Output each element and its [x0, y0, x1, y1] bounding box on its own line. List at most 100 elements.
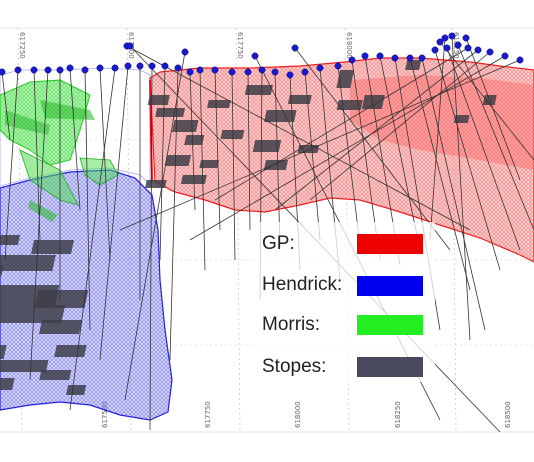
drill-collar — [258, 66, 266, 74]
drillhole-trace — [421, 57, 486, 331]
legend-label-morris: Morris: — [262, 314, 321, 335]
legend-swatch-hendrick — [357, 276, 423, 296]
legend-label-hendrick: Hendrick: — [262, 274, 343, 295]
drillhole-trace — [274, 49, 479, 211]
drill-collar — [56, 66, 64, 74]
stope-block — [336, 70, 355, 88]
drillhole-trace — [337, 65, 361, 246]
drill-collar — [244, 68, 252, 76]
stope-block — [0, 378, 15, 390]
drillhole-trace — [379, 55, 421, 251]
drillhole-trace — [99, 67, 111, 261]
stope-block — [207, 100, 231, 108]
stope-block — [264, 110, 297, 122]
drillhole-trace — [304, 71, 321, 241]
drill-collar — [44, 66, 52, 74]
drill-collar — [443, 44, 451, 52]
top-tick-label: 617750 — [236, 32, 244, 59]
drillhole-trace — [189, 55, 506, 241]
drill-collar — [271, 68, 279, 76]
drill-collar — [0, 68, 6, 76]
bottom-tick-label: 618500 — [504, 401, 512, 428]
stope-block — [54, 345, 87, 357]
drill-collar — [136, 62, 144, 70]
drillhole-trace — [159, 65, 166, 261]
drillhole-trace — [294, 47, 451, 251]
drillhole-trace — [446, 47, 521, 251]
gp-mesh-texture — [150, 58, 534, 262]
drillhole-trace — [451, 35, 471, 341]
legend-label-gp: GP: — [262, 233, 295, 254]
drill-collar — [181, 48, 189, 56]
stope-block — [453, 115, 470, 123]
drill-collar — [431, 46, 439, 54]
drill-collar — [376, 52, 384, 60]
drillhole-trace — [69, 67, 116, 411]
grid-vline — [451, 27, 457, 433]
drill-collar — [126, 42, 134, 50]
stope-block — [164, 155, 192, 166]
bottom-tick-label: 618000 — [294, 401, 302, 428]
drill-collar — [291, 44, 299, 52]
drill-collar — [316, 64, 324, 72]
legend-label-stopes: Stopes: — [262, 356, 327, 377]
drill-collar — [334, 62, 342, 70]
drill-collar — [486, 48, 494, 56]
drill-collar — [348, 56, 356, 64]
drill-collar — [81, 66, 89, 74]
legend-swatch-morris — [357, 315, 423, 335]
stope-block — [39, 370, 72, 380]
bottom-tick-label: 617750 — [204, 401, 212, 428]
drillhole-trace — [124, 51, 186, 401]
drillholes-group — [1, 35, 534, 433]
stope-block — [34, 290, 89, 308]
drillhole-trace — [247, 71, 251, 231]
drill-collar — [251, 52, 259, 60]
drill-collar — [196, 66, 204, 74]
drillhole-trace — [199, 69, 206, 271]
legend-swatch-stopes — [357, 357, 423, 377]
stope-block — [0, 360, 49, 372]
stope-block — [252, 140, 282, 152]
drillhole-trace — [429, 37, 446, 241]
drillhole-trace — [169, 67, 179, 361]
legend-swatch-gp — [357, 234, 423, 254]
drill-collar — [211, 66, 219, 74]
drillhole-trace — [434, 49, 501, 271]
drillhole-trace — [439, 41, 534, 161]
drillhole-trace — [69, 67, 81, 211]
drillhole-trace — [84, 69, 91, 331]
stope-block — [155, 108, 186, 117]
drill-collar — [501, 52, 509, 60]
drill-collar — [462, 34, 470, 42]
bottom-tick-label: 618250 — [394, 401, 402, 428]
stope-block — [244, 85, 273, 95]
drillhole-trace — [29, 69, 49, 381]
drill-collar — [286, 71, 294, 79]
stope-block — [263, 160, 288, 170]
drill-collar — [436, 38, 444, 46]
stope-block — [0, 255, 56, 271]
stope-block — [0, 235, 21, 245]
drill-collar — [161, 62, 169, 70]
drillhole-trace — [119, 59, 521, 231]
drillhole-trace — [1, 71, 11, 141]
drill-collar — [174, 64, 182, 72]
drillhole-trace — [409, 57, 471, 291]
drill-collar — [148, 62, 156, 70]
drill-collar — [361, 52, 369, 60]
drillhole-trace — [274, 71, 281, 246]
drillhole-trace — [126, 45, 471, 231]
stope-block — [361, 95, 385, 109]
drillhole-trace — [4, 69, 19, 261]
drill-collar — [516, 56, 524, 64]
drill-collar — [96, 64, 104, 72]
drill-collar — [418, 54, 426, 62]
drillhole-trace — [231, 71, 236, 261]
drillhole-trace — [189, 71, 196, 211]
drillhole-trace — [33, 69, 41, 241]
drillhole-trace — [309, 51, 491, 201]
drill-collar — [391, 54, 399, 62]
stope-block — [220, 130, 245, 139]
